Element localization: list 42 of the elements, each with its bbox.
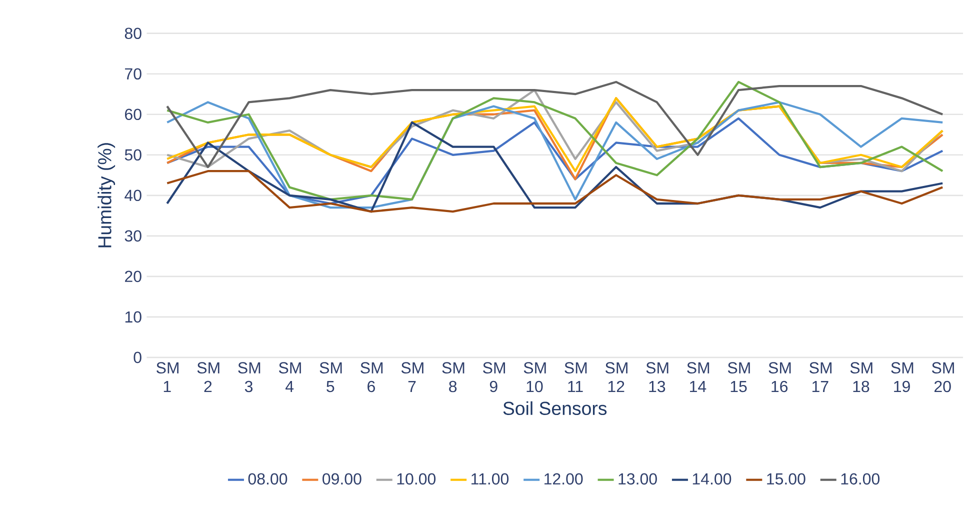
x-tick-label: SM 18: [850, 362, 872, 392]
x-tick-label: SM 14: [687, 362, 710, 392]
x-tick-label: SM 9: [483, 362, 505, 392]
x-axis-title: Soil Sensors: [503, 402, 607, 416]
y-tick-label: 80: [124, 28, 142, 40]
x-tick-label: SM 7: [401, 362, 424, 392]
y-tick-label: 20: [125, 271, 142, 282]
legend-label: 14.00: [692, 474, 732, 485]
y-tick-label: 10: [125, 312, 142, 323]
y-tick-label: 60: [125, 108, 142, 120]
x-tick-label: SM 19: [891, 362, 914, 392]
y-tick-label: 0: [134, 352, 142, 364]
y-tick-label: 50: [124, 149, 142, 161]
x-tick-label: SM 6: [360, 362, 383, 392]
x-tick-label: SM 1: [156, 362, 178, 392]
x-tick-label: SM 10: [524, 362, 546, 392]
legend-label: 13.00: [618, 474, 657, 485]
legend-label: 12.00: [544, 474, 583, 485]
line-series: [166, 81, 944, 201]
legend-label: 15.00: [767, 474, 806, 485]
x-tick-label: SM 5: [320, 362, 342, 392]
legend-label: 11.00: [472, 474, 509, 485]
legend-label: 16.00: [841, 474, 880, 485]
y-tick-label: 30: [124, 230, 142, 242]
x-tick-label: SM 12: [605, 362, 628, 392]
x-tick-label: SM 3: [238, 362, 260, 392]
legend-label: 10.00: [397, 474, 436, 485]
x-tick-label: SM 4: [278, 362, 301, 392]
legend-label: 08.00: [248, 474, 288, 485]
x-tick-label: SM 13: [646, 362, 668, 392]
y-axis-title: Humidity (%): [98, 143, 116, 248]
x-tick-label: SM 2: [197, 362, 220, 392]
x-tick-label: SM 8: [442, 362, 464, 392]
x-tick-label: SM 15: [728, 362, 750, 392]
x-tick-label: SM 17: [810, 362, 832, 392]
x-tick-label: SM 11: [564, 362, 587, 392]
legend-label: 09.00: [322, 474, 362, 485]
line-series: [166, 101, 944, 209]
y-tick-label: 40: [124, 190, 142, 202]
x-tick-label: SM 16: [768, 362, 791, 392]
y-tick-label: 70: [125, 68, 142, 80]
x-tick-label: SM 20: [932, 362, 954, 392]
